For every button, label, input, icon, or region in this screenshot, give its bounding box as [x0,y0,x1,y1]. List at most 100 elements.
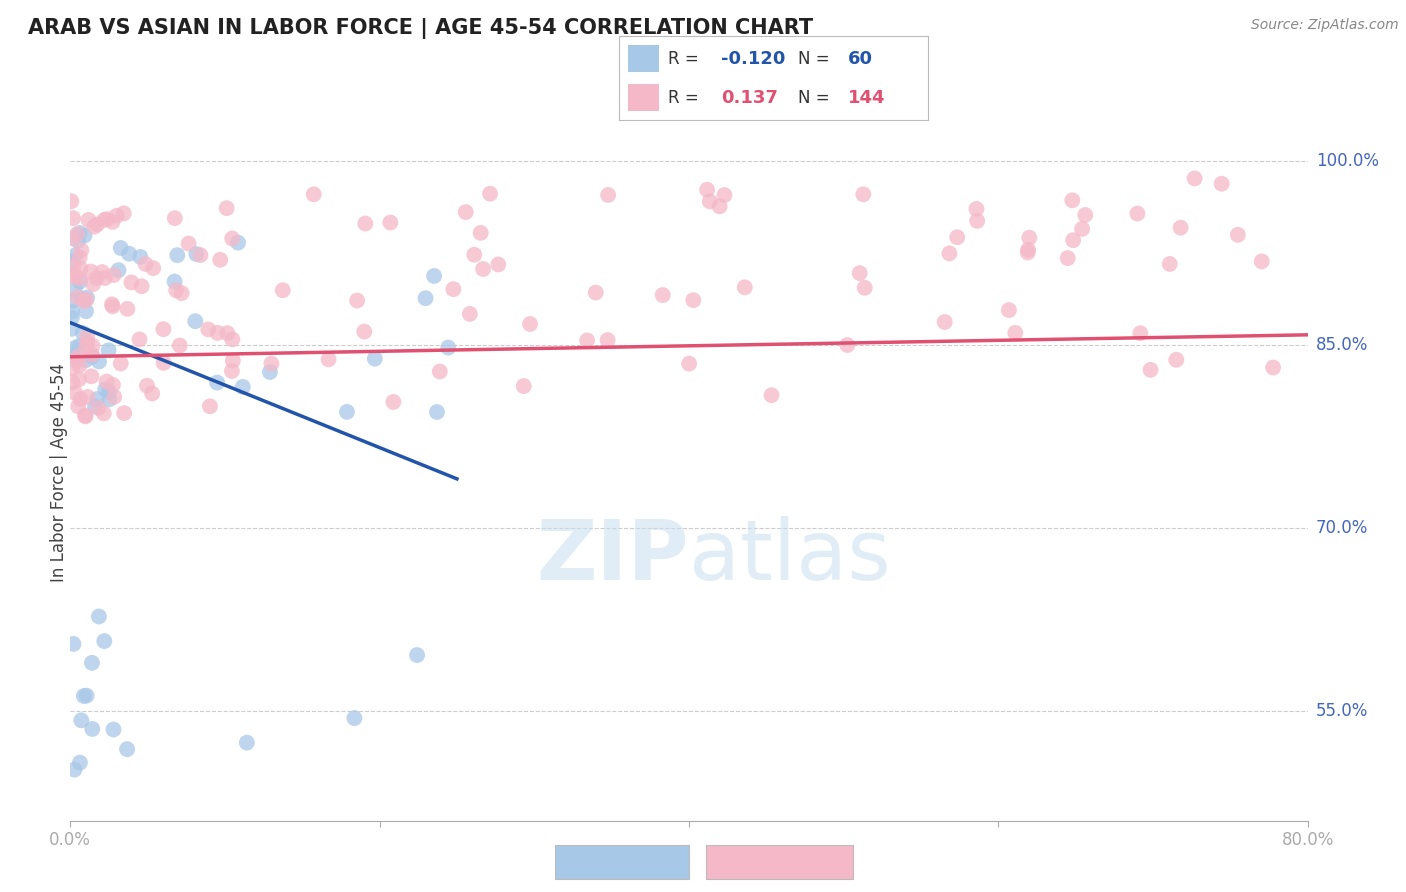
Point [271,283,294,297]
Point [69,251,91,265]
Point [105,209,128,223]
Point [86,218,108,232]
Text: atlas: atlas [689,516,890,597]
Point [69,392,91,406]
Point [207,326,229,340]
Text: 144: 144 [848,88,884,106]
Point [87,609,110,624]
Point [177,236,200,251]
Point [67,339,90,353]
Point [84,400,107,414]
Point [96,375,118,389]
Point [1071,222,1094,236]
Point [761,388,783,402]
Point [1129,326,1152,341]
Point [131,279,153,293]
Point [87,401,110,416]
Point [110,241,132,255]
Point [96,212,118,227]
Point [853,281,876,295]
Point [69,359,91,373]
Point [382,395,405,409]
Point [938,246,960,260]
Point [118,246,141,260]
Point [302,187,325,202]
Point [82,722,104,736]
Point [186,247,208,261]
Point [67,350,90,364]
Point [454,205,477,219]
Point [72,326,94,340]
Point [72,292,94,306]
Point [364,351,387,366]
Point [576,334,599,348]
Point [380,215,402,229]
Point [76,329,98,343]
Point [463,248,485,262]
Point [73,409,96,423]
Point [713,188,735,202]
Point [336,405,359,419]
Point [318,352,340,367]
Point [112,206,135,220]
Point [62,376,84,390]
Point [60,310,83,325]
Point [170,286,193,301]
Point [837,338,859,352]
Point [97,343,120,358]
Point [141,386,163,401]
Point [82,277,104,291]
Point [165,284,187,298]
Point [94,271,117,285]
Point [198,399,221,413]
Text: -0.120: -0.120 [721,50,785,68]
Point [346,293,368,308]
Point [142,261,165,276]
Point [77,213,100,227]
Text: 55.0%: 55.0% [1316,702,1368,720]
Text: Arabs: Arabs [599,853,645,871]
Point [62,293,84,308]
Point [70,244,93,258]
Point [76,390,98,404]
Point [232,380,254,394]
Point [80,348,103,362]
Point [69,226,91,240]
Point [65,341,87,355]
Point [486,257,509,271]
Point [63,763,86,777]
Point [60,304,83,318]
Point [60,254,83,268]
Point [101,215,124,229]
Bar [628,84,659,112]
Point [63,269,86,284]
Point [120,276,142,290]
Point [101,297,124,311]
Point [709,199,731,213]
Point [1226,227,1249,242]
Point [1062,233,1084,247]
Point [1017,243,1039,257]
Point [101,299,124,313]
Point [437,341,460,355]
Point [107,263,129,277]
Point [103,390,125,404]
Point [69,275,91,289]
Point [63,385,86,400]
Point [75,340,97,354]
Point [197,322,219,336]
Point [60,194,83,209]
Point [69,261,91,276]
Point [458,307,481,321]
Text: Source: ZipAtlas.com: Source: ZipAtlas.com [1251,18,1399,32]
Point [1211,177,1233,191]
Point [128,332,150,346]
Point [66,290,89,304]
Point [62,361,84,376]
Point [152,356,174,370]
Point [209,252,232,267]
Point [236,736,259,750]
Point [426,405,449,419]
Text: ARAB VS ASIAN IN LABOR FORCE | AGE 45-54 CORRELATION CHART: ARAB VS ASIAN IN LABOR FORCE | AGE 45-54… [28,18,813,39]
Point [80,369,103,384]
